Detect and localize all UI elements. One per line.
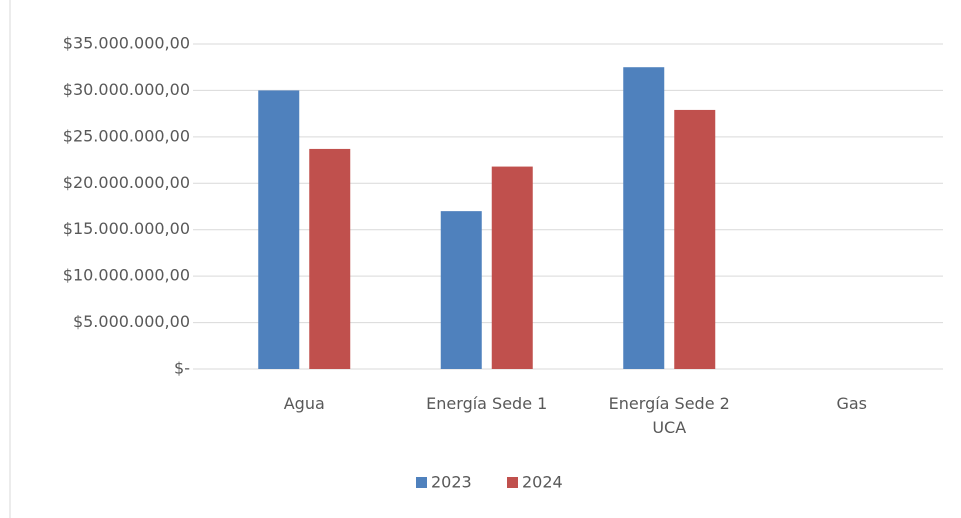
legend-swatch (416, 477, 427, 488)
y-tick-label: $20.000.000,00 (63, 173, 190, 192)
bar (674, 109, 716, 369)
y-tick-label: $15.000.000,00 (63, 219, 190, 238)
y-tick-label: $25.000.000,00 (63, 126, 190, 145)
bar (258, 90, 300, 369)
y-tick-label: $5.000.000,00 (73, 312, 190, 331)
bar (309, 148, 351, 369)
x-tick-label: Agua (283, 394, 325, 413)
x-tick-label: Gas (836, 394, 868, 413)
y-tick-label: $- (174, 359, 190, 378)
y-tick-label: $35.000.000,00 (63, 34, 190, 53)
legend-swatch (507, 477, 518, 488)
x-tick-label: Energía Sede 1 (426, 394, 548, 413)
legend-label: 2023 (431, 473, 472, 492)
bar (491, 166, 533, 369)
bar (440, 211, 482, 369)
legend-label: 2024 (522, 473, 563, 492)
x-tick-label: Energía Sede 2 UCA (608, 394, 730, 437)
bar (623, 67, 665, 369)
y-tick-label: $10.000.000,00 (63, 266, 190, 285)
y-tick-label: $30.000.000,00 (63, 80, 190, 99)
